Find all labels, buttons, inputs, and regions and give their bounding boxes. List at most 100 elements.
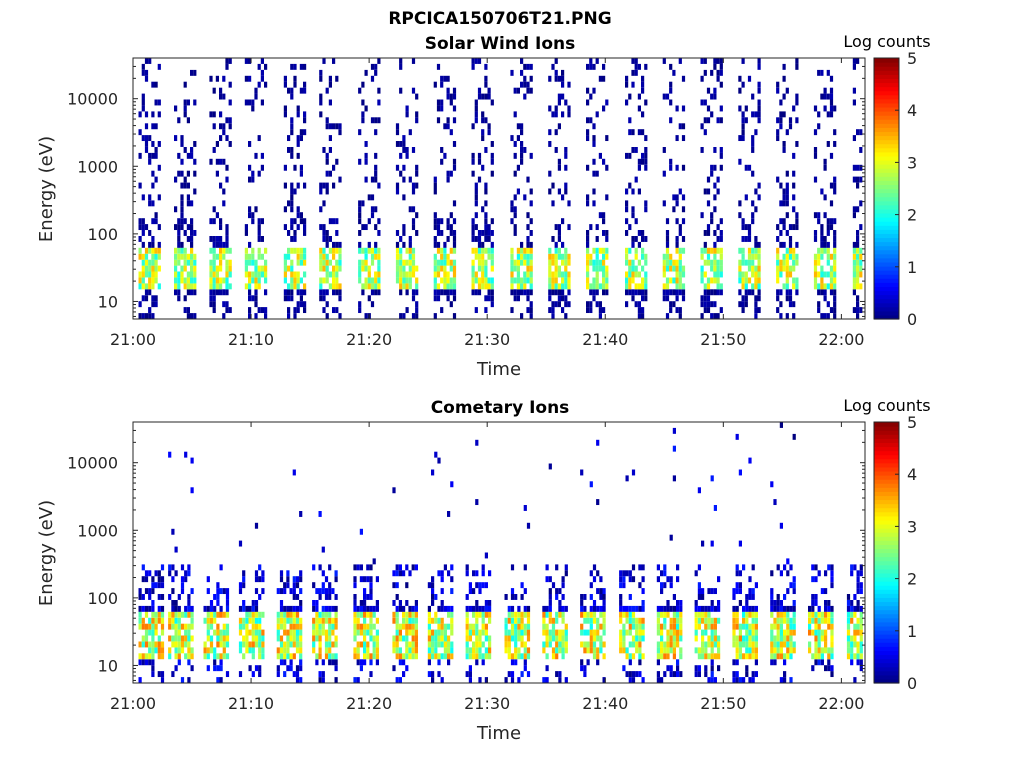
heatmap-cell	[151, 283, 155, 290]
heatmap-cell	[589, 617, 593, 624]
heatmap-cell	[706, 117, 711, 124]
heatmap-cell	[619, 641, 623, 648]
heatmap-cell	[814, 594, 818, 600]
heatmap-cell	[592, 247, 596, 254]
heatmap-cell	[225, 164, 229, 171]
colorbar-segment	[874, 483, 899, 488]
heatmap-cell	[251, 271, 255, 278]
heatmap-cell	[216, 635, 220, 642]
heatmap-cell	[770, 635, 774, 642]
heatmap-cell	[826, 241, 830, 248]
heatmap-cell	[295, 647, 300, 654]
heatmap-cell	[190, 588, 194, 595]
heatmap-cell	[833, 182, 837, 189]
heatmap-cell	[634, 265, 638, 272]
heatmap-cell	[619, 635, 623, 642]
heatmap-cell	[212, 236, 216, 242]
heatmap-cell	[276, 671, 280, 678]
heatmap-cell	[564, 259, 568, 266]
heatmap-cell	[666, 611, 670, 618]
heatmap-cell	[792, 647, 796, 654]
heatmap-cell	[710, 629, 714, 636]
heatmap-cell	[735, 653, 739, 660]
heatmap-cell	[751, 247, 755, 254]
heatmap-cell	[596, 617, 600, 624]
heatmap-cell	[773, 499, 777, 506]
heatmap-cell	[186, 307, 190, 314]
heatmap-cell	[433, 271, 437, 278]
heatmap-cell	[193, 277, 197, 284]
heatmap-cell	[468, 677, 472, 684]
heatmap-cell	[209, 617, 214, 624]
heatmap-cell	[662, 295, 666, 302]
heatmap-cell	[433, 81, 437, 88]
heatmap-cell	[666, 647, 670, 654]
heatmap-cell	[510, 671, 515, 678]
heatmap-cell	[261, 576, 265, 583]
heatmap-cell	[852, 176, 856, 183]
heatmap-cell	[561, 605, 565, 612]
heatmap-cell	[817, 570, 821, 577]
heatmap-cell	[520, 623, 524, 630]
heatmap-cell	[554, 259, 558, 266]
heatmap-cell	[157, 605, 161, 612]
heatmap-cell	[318, 564, 322, 571]
heatmap-cell	[398, 647, 402, 654]
heatmap-cell	[700, 253, 704, 260]
heatmap-cell	[212, 301, 216, 308]
heatmap-cell	[602, 653, 606, 660]
heatmap-cell	[782, 147, 786, 153]
heatmap-cell	[474, 212, 478, 219]
heatmap-cell	[141, 653, 145, 660]
heatmap-cell	[637, 289, 641, 296]
heatmap-cell	[154, 265, 158, 272]
heatmap-cell	[363, 647, 367, 654]
heatmap-cell	[561, 277, 565, 284]
heatmap-cell	[160, 582, 165, 589]
heatmap-cell	[212, 265, 216, 272]
heatmap-cell	[710, 170, 714, 177]
heatmap-cell	[484, 283, 488, 290]
heatmap-cell	[592, 200, 596, 207]
heatmap-cell	[286, 582, 290, 589]
heatmap-cell	[364, 253, 368, 260]
heatmap-cell	[399, 170, 403, 177]
heatmap-cell	[754, 653, 758, 660]
heatmap-cell	[183, 218, 187, 225]
heatmap-cell	[148, 283, 152, 290]
heatmap-cell	[641, 152, 645, 159]
heatmap-cell	[738, 301, 742, 308]
heatmap-cell	[589, 641, 593, 648]
heatmap-cell	[484, 182, 488, 189]
heatmap-cell	[290, 265, 294, 272]
heatmap-cell	[399, 152, 403, 159]
heatmap-cell	[710, 641, 714, 648]
heatmap-cell	[856, 641, 860, 648]
heatmap-cell	[148, 605, 152, 612]
heatmap-cell	[694, 600, 698, 606]
heatmap-cell	[754, 617, 758, 624]
heatmap-cell	[471, 236, 475, 242]
heatmap-cell	[471, 230, 475, 236]
heatmap-cell	[811, 617, 815, 624]
heatmap-cell	[644, 253, 648, 260]
heatmap-cell	[433, 241, 437, 248]
heatmap-cell	[510, 206, 514, 213]
heatmap-cell	[332, 182, 336, 189]
heatmap-cell	[583, 665, 587, 672]
colorbar-segment	[874, 131, 899, 137]
heatmap-cell	[510, 277, 514, 284]
heatmap-cell	[789, 582, 793, 589]
heatmap-cell	[141, 63, 145, 70]
heatmap-cell	[475, 499, 479, 506]
heatmap-cell	[187, 635, 191, 642]
heatmap-cell	[303, 301, 307, 308]
heatmap-cell	[411, 617, 415, 624]
heatmap-cell	[829, 182, 834, 189]
heatmap-cell	[589, 647, 593, 654]
heatmap-cell	[477, 265, 482, 272]
heatmap-cell	[356, 611, 360, 618]
heatmap-cell	[738, 75, 742, 82]
heatmap-cell	[325, 259, 329, 266]
heatmap-cell	[358, 212, 362, 219]
